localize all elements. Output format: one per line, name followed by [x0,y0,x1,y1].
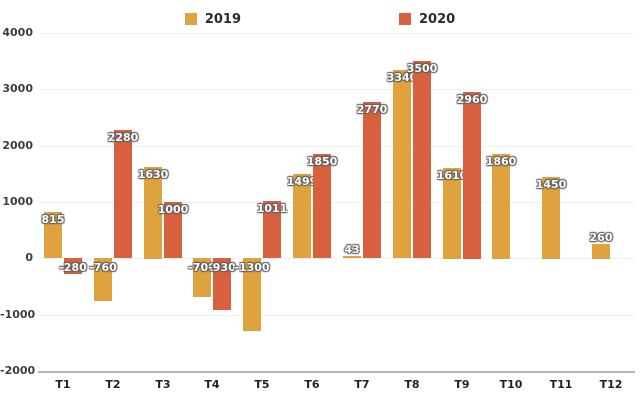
bar-2019-T8 [393,70,411,258]
bar-value-label: 1630 [137,168,169,181]
legend-swatch-icon [399,13,411,25]
x-axis-line [38,371,635,373]
bar-value-label: 1850 [306,155,338,168]
bar-value-label: 1610 [436,169,468,182]
bar-2019-T5 [243,258,261,331]
legend-label: 2019 [204,11,241,27]
bar-value-label: 1450 [535,178,567,191]
bar-2020-T8 [413,61,431,258]
x-tick-label: T7 [354,378,370,391]
bar-2020-T4 [213,258,231,310]
gridline [38,146,635,147]
bar-2020-T7 [363,102,381,258]
x-tick-label: T10 [499,378,523,391]
bar-value-label: -280 [59,261,87,274]
bar-value-label: 2770 [356,103,388,116]
bar-value-label: -760 [89,261,117,274]
gridline [38,315,635,316]
bar-value-label: -930 [208,261,236,274]
x-tick-label: T11 [549,378,573,391]
legend-swatch-icon [184,13,197,25]
bar-value-label: 3500 [406,62,438,75]
bar-value-label: 2280 [107,131,139,144]
bar-2020-T2 [114,130,132,258]
x-tick-label: T6 [304,378,320,391]
bar-value-label: 1011 [256,202,288,215]
y-tick-label: 0 [25,251,33,264]
y-tick-label: -2000 [0,364,36,377]
bar-value-label: 43 [344,243,360,256]
x-tick-label: T12 [599,378,623,391]
y-tick-label: 1000 [2,195,33,208]
x-tick-label: T4 [204,378,220,391]
bar-2019-T2 [94,258,112,301]
legend-label: 2020 [419,11,456,27]
bar-2019-T11 [542,177,560,259]
bar-2020-T5 [263,201,281,258]
bar-2020-T3 [164,202,182,258]
x-tick-label: T2 [105,378,121,391]
bar-value-label: 1000 [157,203,189,216]
x-tick-label: T9 [454,378,470,391]
gridline [38,258,635,259]
bar-value-label: 1860 [485,155,517,168]
y-tick-label: 4000 [2,26,33,39]
bar-2019-T12 [592,244,610,259]
x-tick-label: T3 [155,378,171,391]
bar-2019-T9 [443,168,461,259]
y-tick-label: -1000 [0,308,36,321]
bar-value-label: 2960 [456,93,488,106]
chart-legend: 2019 2020 [0,11,640,27]
bar-2019-T6 [293,174,311,258]
bar-2019-T7 [343,256,361,258]
y-tick-label: 3000 [2,82,33,95]
bar-value-label: -1300 [234,261,270,274]
bar-2020-T1 [64,258,82,274]
bar-value-label: -700 [188,261,216,274]
y-tick-label: 2000 [2,139,33,152]
bar-value-label: 260 [589,231,613,244]
gridline [38,89,635,90]
x-tick-label: T8 [404,378,420,391]
bar-value-label: 1499 [286,175,318,188]
gridline [38,202,635,203]
bar-value-label: 815 [41,213,65,226]
bar-value-label: 3340 [386,71,418,84]
legend-item-2020: 2020 [399,12,455,27]
bar-2019-T3 [144,167,162,259]
x-tick-label: T1 [55,378,71,391]
bar-2019-T1 [44,212,62,258]
gridline [38,33,635,34]
bar-2019-T4 [193,258,211,297]
legend-item-2019: 2019 [184,11,241,27]
bar-2020-T6 [313,154,331,258]
bar-2020-T9 [463,92,481,259]
x-tick-label: T5 [254,378,270,391]
bar-2019-T10 [492,154,510,259]
